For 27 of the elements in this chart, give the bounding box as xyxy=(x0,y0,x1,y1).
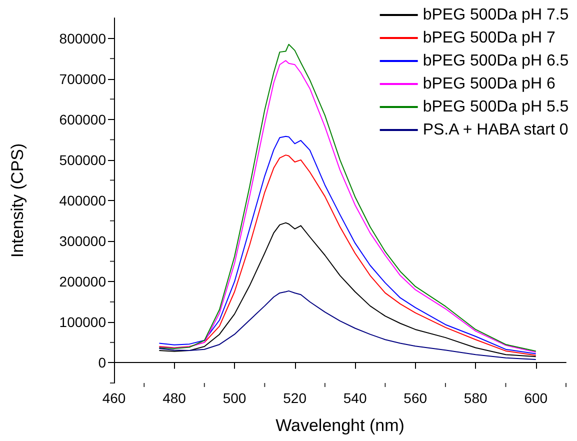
legend-label: bPEG 500Da pH 6 xyxy=(422,76,556,92)
y-tick-label: 500000 xyxy=(59,152,106,168)
legend-label: bPEG 500Da pH 7.5 xyxy=(422,6,569,24)
legend-label: bPEG 500Da pH 5.5 xyxy=(422,98,569,116)
x-tick-label: 520 xyxy=(283,390,307,406)
x-axis-title: Wavelenght (nm) xyxy=(276,416,404,435)
x-tick-label: 460 xyxy=(102,390,126,406)
y-tick-label: 100000 xyxy=(59,314,106,330)
legend-label: PS.A + HABA start 0 xyxy=(422,122,568,138)
legend-label: bPEG 500Da pH 7 xyxy=(422,30,556,46)
x-tick-label: 580 xyxy=(464,390,488,406)
y-tick-label: 0 xyxy=(98,354,106,371)
line-series xyxy=(158,290,536,360)
x-tick-label: 480 xyxy=(162,390,186,406)
x-tick-label: 540 xyxy=(343,390,367,406)
x-tick-label: 560 xyxy=(404,390,428,406)
x-tick-label: 500 xyxy=(222,390,246,406)
legend-label: bPEG 500Da pH 6.5 xyxy=(422,52,569,70)
line-series xyxy=(158,222,536,358)
x-tick-label: 600 xyxy=(524,390,548,406)
y-axis-title: Intensity (CPS) xyxy=(8,143,27,258)
y-tick-label: 600000 xyxy=(59,111,106,128)
y-tick-label: 400000 xyxy=(59,192,106,208)
y-tick-label: 800000 xyxy=(59,30,106,46)
y-tick-label: 300000 xyxy=(59,233,106,250)
y-tick-label: 700000 xyxy=(59,70,106,87)
y-tick-label: 200000 xyxy=(59,274,106,290)
